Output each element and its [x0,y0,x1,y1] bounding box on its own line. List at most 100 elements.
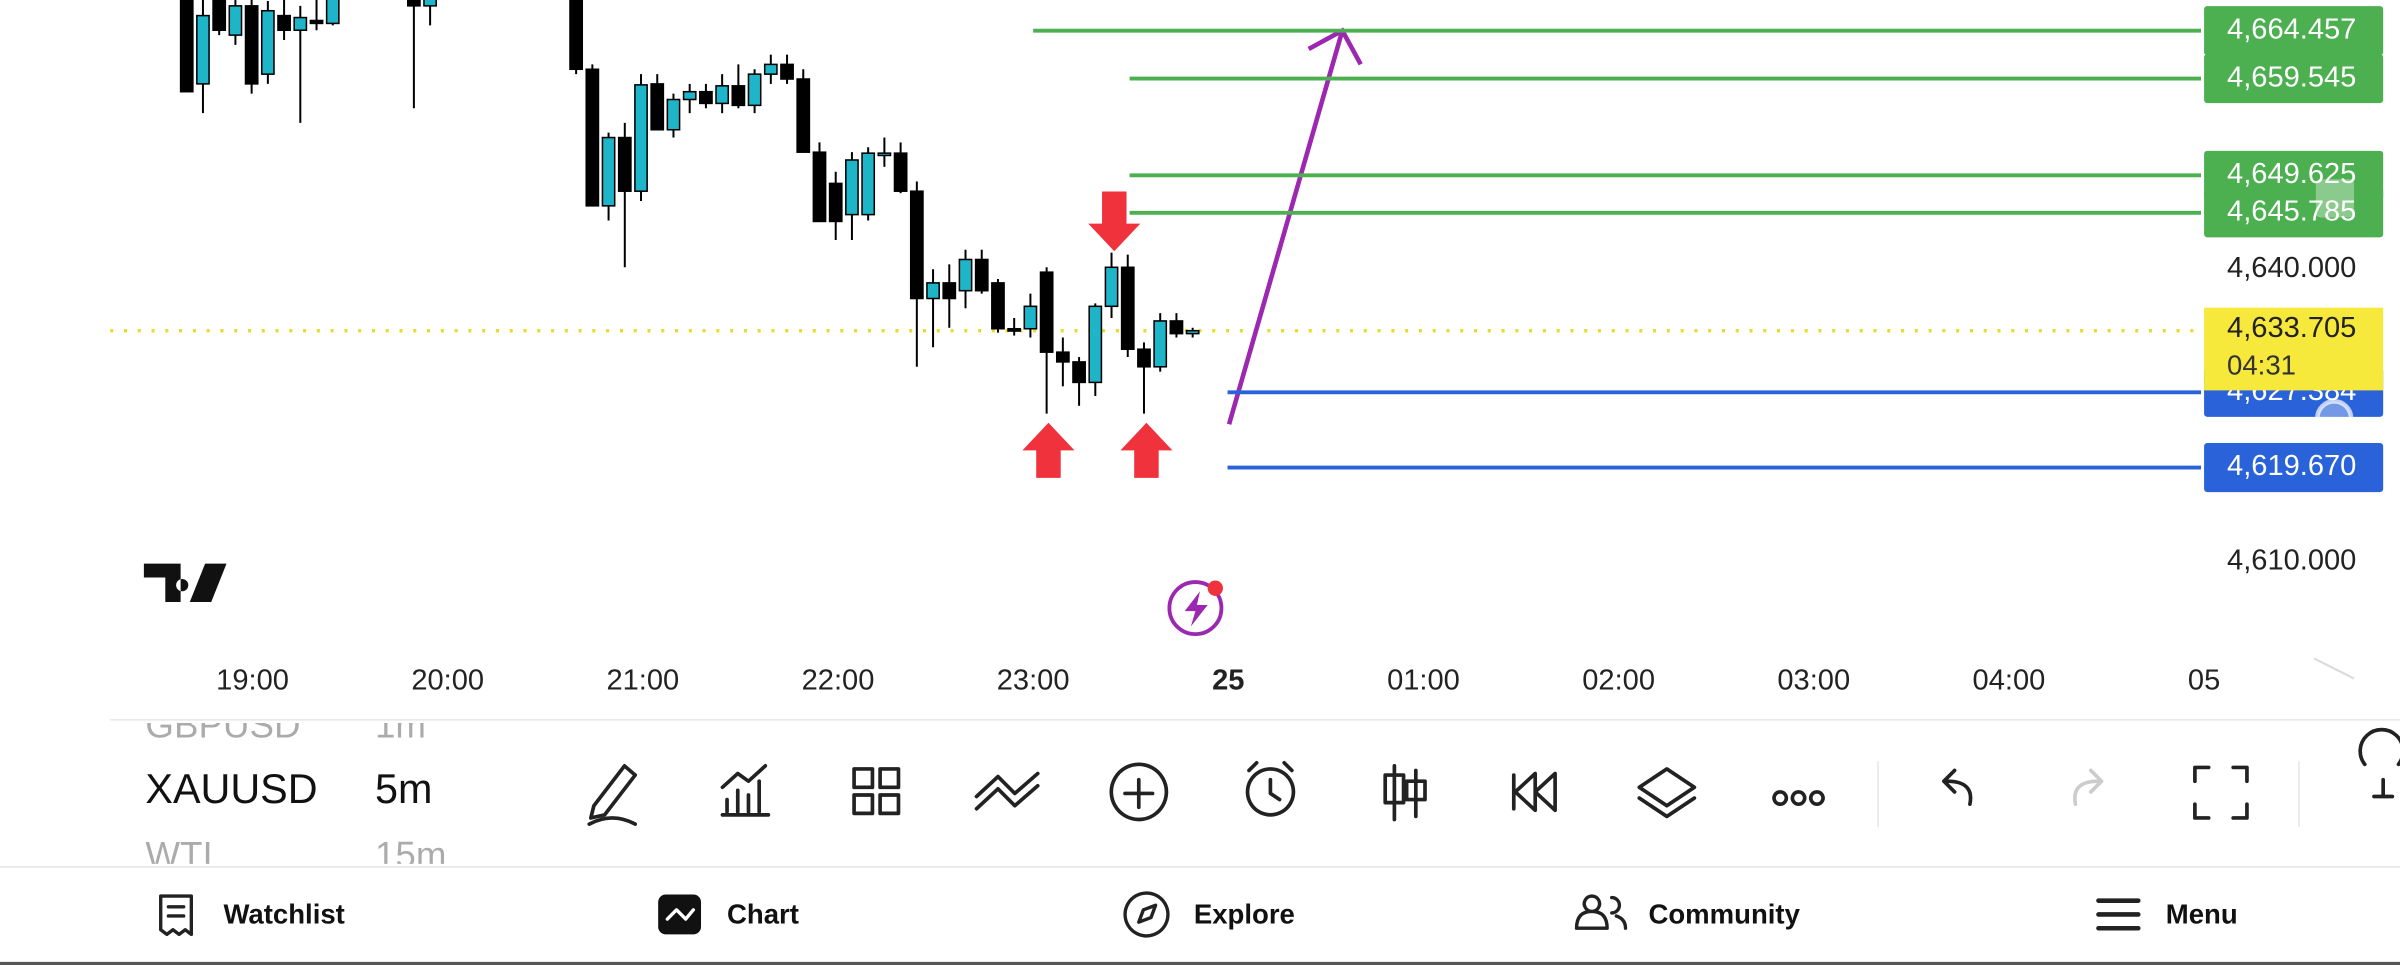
candle-body [228,5,243,36]
candle-body [585,68,600,207]
level-label: 4,645.785 [2227,195,2356,227]
candle-body [1153,320,1168,368]
x-tick-label: 23:00 [997,664,1070,696]
tradingview-logo[interactable] [143,563,227,602]
candle-body [293,16,308,32]
level-label: 4,619.670 [2227,450,2356,482]
interval[interactable]: 1m [375,704,426,745]
candle-body [796,78,811,153]
bar-style-icon[interactable] [1383,764,1427,822]
candle-body [1120,266,1135,350]
symbol[interactable]: XAUUSD [145,766,317,812]
interval[interactable]: 15m [375,834,446,875]
lightning-button[interactable] [1167,580,1224,637]
level-label-box [2204,54,2384,104]
last-price-box [2204,307,2384,391]
candle-body [406,0,421,7]
candle-body [715,85,730,105]
symbol[interactable]: GBPUSD [145,704,300,745]
candle-body [260,9,275,75]
candle-body [747,73,762,107]
chart-icon-line [665,908,696,921]
x-tick-label: 05 [2188,664,2220,696]
watchlist-icon[interactable] [159,894,194,937]
y-tick-label: 4,640.000 [2227,252,2356,284]
alert-icon[interactable] [1245,760,1296,817]
level-label-box [2204,188,2384,238]
candle-body [991,282,1005,330]
candle-body [812,151,827,223]
layout-icon[interactable] [852,767,901,816]
candle-body [212,0,227,32]
nav-item[interactable]: Chart [727,898,799,929]
level-label-box [2204,150,2384,200]
scroll-hint [2313,657,2355,680]
draw-icon[interactable] [587,764,638,826]
fullscreen-icon[interactable] [2193,765,2249,820]
undo-icon[interactable] [1942,768,1973,807]
candle-body [958,258,973,292]
redo-icon[interactable] [2073,768,2104,807]
x-tick-label: 22:00 [802,664,875,696]
candle-body [1185,329,1200,335]
menu-icon[interactable] [2096,898,2141,931]
annotations [1022,27,1363,478]
candle-body [1169,320,1184,335]
red-down-arrow [1088,191,1141,252]
candle-body [666,98,681,131]
nav-item[interactable]: Menu [2166,898,2238,929]
toolbar-icons [587,727,2400,826]
drag-handle[interactable] [2315,179,2355,218]
drag-handle[interactable] [2315,399,2354,438]
x-tick-label: 02:00 [1582,664,1655,696]
add-icon[interactable] [1109,762,1169,822]
candle-body [1104,266,1119,308]
level-label-box [2204,6,2384,56]
candle-body [861,152,876,216]
plot-area [110,0,2202,414]
candle-body [1023,305,1038,330]
nav-icons [159,891,2141,938]
candle-body [179,0,194,93]
candle-body [699,90,713,105]
last-price-label: 4,633.705 [2227,312,2356,344]
x-tick-label: 03:00 [1777,664,1850,696]
ideas-icon[interactable] [2358,727,2400,799]
candle-body [893,152,908,192]
candle-body [650,83,665,131]
candle-body [909,190,924,300]
level-label: 4,659.545 [2227,61,2356,93]
interval[interactable]: 5m [375,766,432,812]
nav-item[interactable]: Watchlist [223,898,344,929]
nav-item[interactable]: Explore [1194,898,1295,929]
candle-body [845,159,859,216]
symbol[interactable]: WTI [145,834,212,875]
replay-icon[interactable] [1511,771,1557,813]
candle-body [763,63,778,75]
candle-body [617,136,632,192]
level-label-box [2204,443,2384,493]
candle-body [601,136,616,207]
nav-item[interactable]: Community [1648,898,1800,929]
candle-body [1137,348,1151,368]
candle-body [277,14,291,32]
compare-icon[interactable] [974,771,1040,811]
y-tick-label: 4,610.000 [2227,545,2356,577]
x-tick-label: 04:00 [1973,664,2046,696]
candle-body [569,0,584,71]
level-label: 4,664.457 [2227,13,2356,45]
candle-body [196,14,210,85]
community-icon[interactable] [1574,894,1628,930]
red-up-arrow [1022,422,1075,478]
candle-body [1039,271,1054,353]
more-icon[interactable] [1772,790,1825,806]
candle-body [877,152,892,157]
indicators-icon[interactable] [720,764,771,817]
red-up-arrow [1120,422,1173,478]
explore-icon[interactable] [1123,891,1170,938]
layers-icon[interactable] [1637,767,1697,819]
x-tick-label: 01:00 [1387,664,1460,696]
candle-body [942,282,957,300]
candle-body [309,19,324,25]
